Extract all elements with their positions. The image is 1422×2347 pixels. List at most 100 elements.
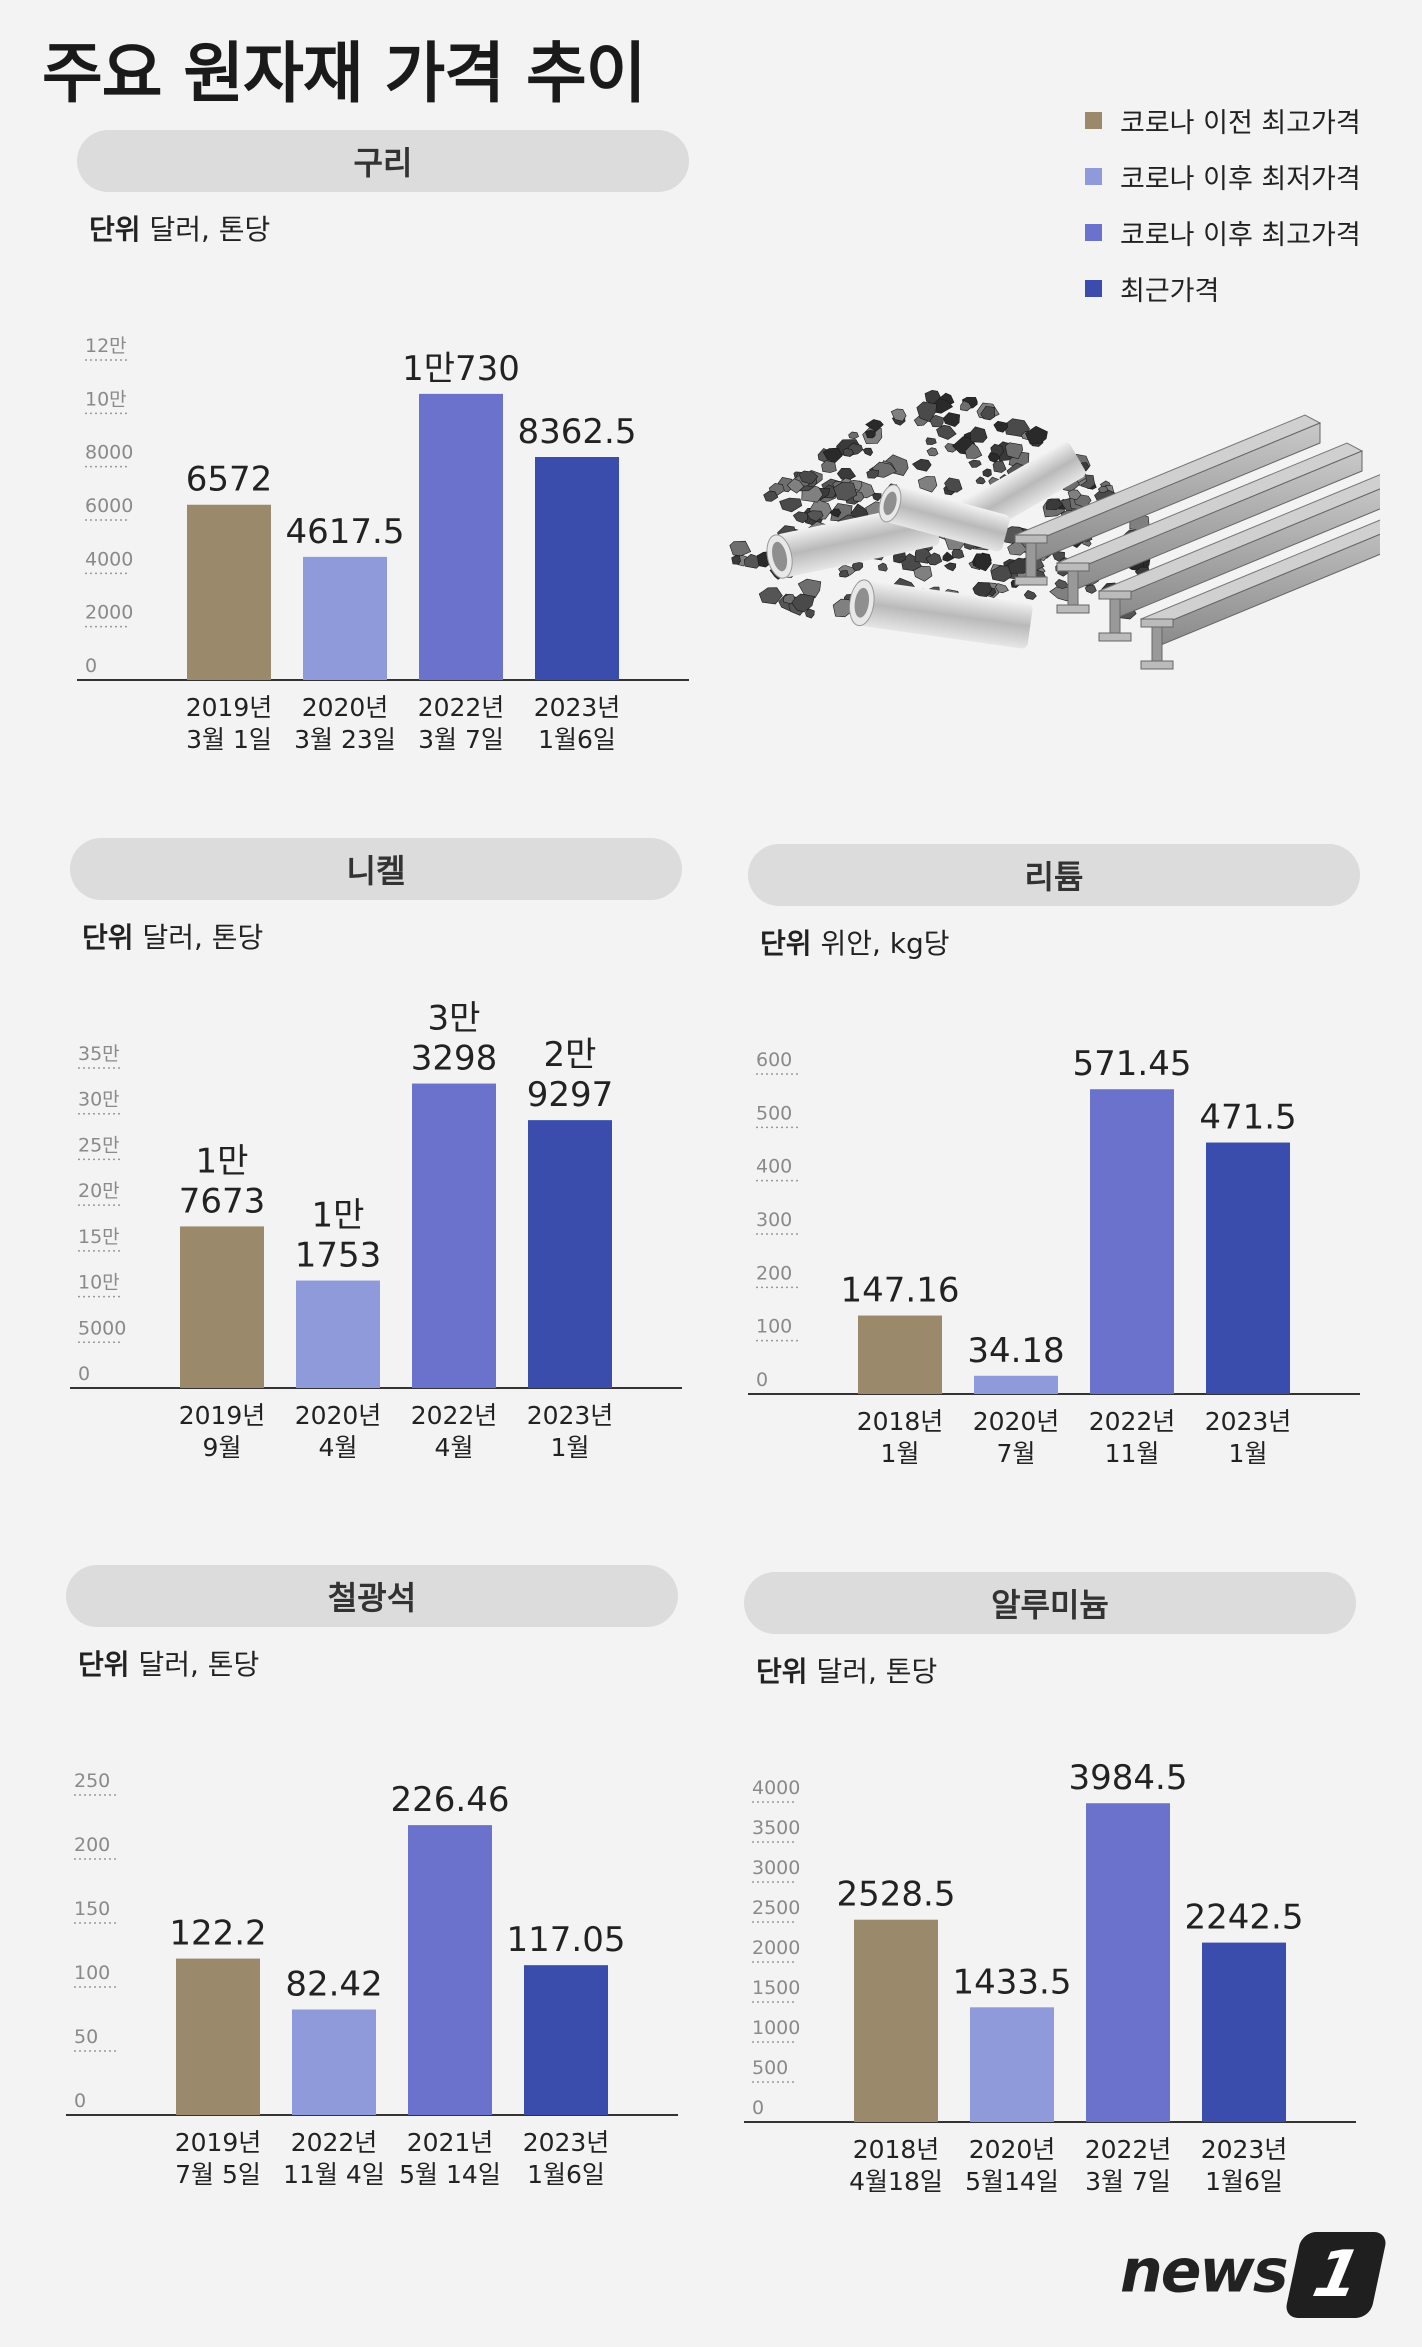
value-label: 3만: [428, 999, 481, 1039]
unit-text: 달러, 톤당: [816, 1655, 938, 1688]
y-tick-label: 50: [74, 2026, 98, 2048]
panel-title: 구리: [77, 130, 689, 192]
legend-swatch: [1085, 167, 1102, 185]
y-tick-label: 5000: [78, 1317, 126, 1339]
x-tick-label: 2023년: [527, 1401, 614, 1430]
panel-nickel: 니켈 단위 달러, 톤당 0 5000 10만 15만 20만 25만 30만 35만 1만 76…: [70, 838, 682, 1538]
y-tick-label: 3500: [752, 1817, 800, 1839]
x-tick-label: 2019년: [179, 1401, 266, 1430]
x-tick-label: 5월 14일: [399, 2160, 501, 2189]
y-tick-label: 20만: [78, 1180, 120, 1202]
bar: [858, 1315, 942, 1394]
y-tick-label: 500: [752, 2057, 788, 2079]
pipes: [766, 442, 1086, 649]
x-tick-label: 2018년: [853, 2135, 940, 2164]
legend-label: 코로나 이전 최고가격: [1120, 107, 1361, 139]
legend-swatch: [1085, 111, 1102, 129]
legend: 코로나 이전 최고가격 코로나 이후 최저가격 코로나 이후 최고가격 최근가격: [1085, 92, 1361, 316]
y-tick-label: 25만: [78, 1134, 120, 1156]
bar: [974, 1375, 1058, 1394]
value-label: 1만: [312, 1196, 365, 1236]
unit-note: 단위 달러, 톤당: [82, 916, 263, 956]
x-tick-label: 1월: [551, 1433, 590, 1462]
value-label: 7673: [179, 1181, 266, 1221]
x-tick-label: 2022년: [418, 693, 505, 722]
value-label: 122.2: [169, 1914, 266, 1954]
panel-title: 철광석: [66, 1565, 678, 1627]
value-label: 2528.5: [837, 1875, 956, 1915]
panel-title: 리튬: [748, 844, 1360, 906]
value-label: 1만730: [402, 349, 520, 389]
value-label: 2만: [544, 1035, 597, 1075]
x-tick-label: 2021년: [407, 2128, 494, 2157]
x-tick-label: 1월6일: [538, 725, 616, 754]
value-label: 571.45: [1073, 1044, 1192, 1084]
value-label: 147.16: [841, 1271, 960, 1311]
x-tick-label: 2019년: [175, 2128, 262, 2157]
x-tick-label: 5월14일: [965, 2167, 1059, 2196]
y-tick-label: 0: [756, 1369, 768, 1391]
legend-item-recent: 최근가격: [1085, 260, 1361, 316]
unit-note: 단위 위안, kg당: [760, 922, 950, 962]
x-tick-label: 2020년: [969, 2135, 1056, 2164]
y-tick-label: 100: [756, 1316, 792, 1338]
bar-chart: 0 50 100 150 200 250 122.2 2019년 7월 5일 82.42 2022년…: [66, 1770, 678, 2189]
unit-text: 달러, 톤당: [149, 213, 271, 246]
bar: [187, 504, 271, 680]
value-label: 4617.5: [286, 512, 405, 552]
y-tick-label: 12만: [85, 335, 127, 357]
raw-materials-illustration: [729, 389, 1380, 670]
x-tick-label: 2022년: [411, 1401, 498, 1430]
x-tick-label: 2022년: [1085, 2135, 1172, 2164]
unit-note: 단위 달러, 톤당: [89, 208, 270, 248]
y-tick-label: 4000: [85, 548, 133, 570]
y-tick-label: 4000: [752, 1777, 800, 1799]
x-tick-label: 2022년: [291, 2128, 378, 2157]
unit-note: 단위 달러, 톤당: [78, 1643, 259, 1683]
y-tick-label: 10만: [85, 388, 127, 410]
value-label: 2242.5: [1185, 1898, 1304, 1938]
y-tick-label: 0: [74, 2090, 86, 2112]
y-tick-label: 600: [756, 1049, 792, 1071]
y-tick-label: 1500: [752, 1977, 800, 1999]
value-label: 6572: [186, 460, 273, 500]
bar-chart: 0500010만15만20만25만30만35만1만76732019년9월1만17…: [70, 999, 682, 1462]
x-tick-label: 3월 7일: [418, 725, 504, 754]
y-tick-label: 2500: [752, 1897, 800, 1919]
x-tick-label: 2023년: [1201, 2135, 1288, 2164]
x-tick-label: 7월 5일: [175, 2160, 261, 2189]
y-tick-label: 500: [756, 1102, 792, 1124]
legend-label: 코로나 이후 최고가격: [1120, 219, 1361, 251]
y-tick-label: 2000: [85, 602, 133, 624]
unit-label: 단위: [82, 921, 134, 954]
logo-mark: 1: [1283, 2232, 1388, 2318]
unit-note: 단위 달러, 톤당: [756, 1650, 937, 1690]
x-tick-label: 2020년: [973, 1407, 1060, 1436]
y-tick-label: 3000: [752, 1857, 800, 1879]
bar-chart: 0 2000 4000 6000 8000 10만 12만 6572 2019년 3월 1일 461…: [77, 335, 689, 754]
x-tick-label: 1월6일: [527, 2160, 605, 2189]
legend-item-post-covid-high: 코로나 이후 최고가격: [1085, 204, 1361, 260]
x-tick-label: 1월: [881, 1439, 920, 1468]
y-tick-label: 2000: [752, 1937, 800, 1959]
legend-label: 최근가격: [1120, 275, 1220, 307]
legend-label: 코로나 이후 최저가격: [1120, 163, 1361, 195]
x-tick-label: 3월 23일: [294, 725, 396, 754]
y-tick-label: 6000: [85, 495, 133, 517]
x-tick-label: 2018년: [857, 1407, 944, 1436]
unit-text: 위안, kg당: [820, 927, 950, 960]
x-tick-label: 4월: [435, 1433, 474, 1462]
legend-item-pre-covid-high: 코로나 이전 최고가격: [1085, 92, 1361, 148]
bar: [296, 1280, 380, 1388]
value-label: 82.42: [285, 1965, 382, 2005]
unit-label: 단위: [78, 1648, 130, 1681]
x-tick-label: 1월6일: [1205, 2167, 1283, 2196]
x-tick-label: 2020년: [302, 693, 389, 722]
x-tick-label: 2023년: [534, 693, 621, 722]
value-label: 9297: [527, 1075, 614, 1115]
y-tick-label: 100: [74, 1962, 110, 1984]
x-tick-label: 2020년: [295, 1401, 382, 1430]
bar-chart: 0 500 1000 1500 2000 2500 3000 3500 4000 2528.5 20…: [744, 1758, 1356, 2196]
x-tick-label: 2019년: [186, 693, 273, 722]
y-tick-label: 250: [74, 1770, 110, 1792]
